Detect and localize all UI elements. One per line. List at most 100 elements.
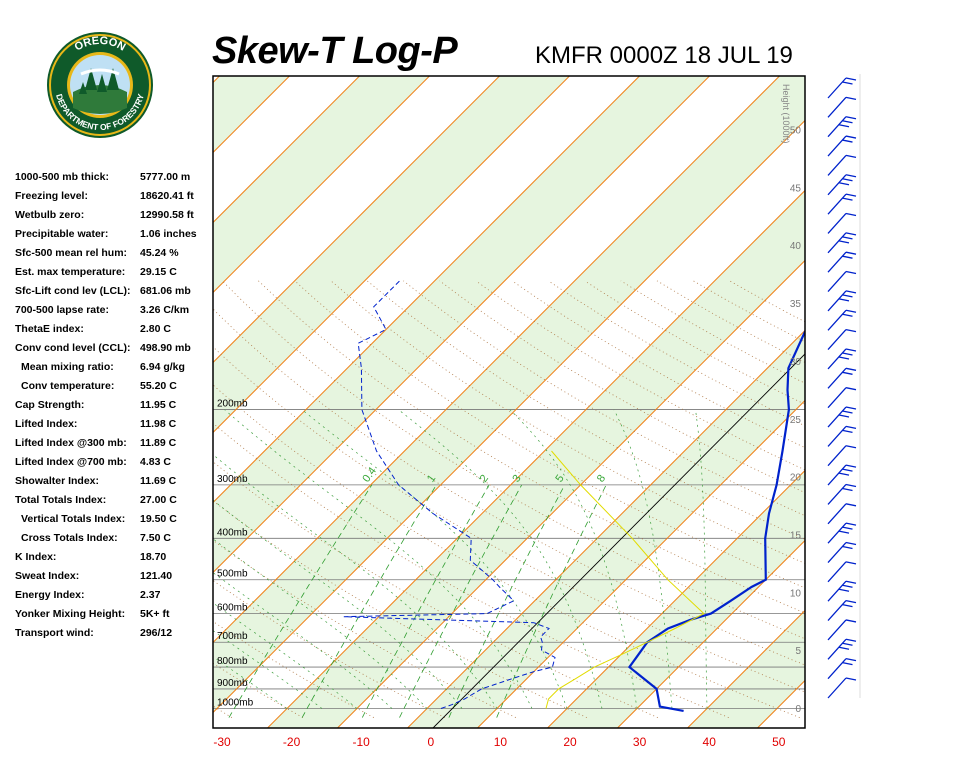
wind-barb-feather bbox=[845, 232, 857, 236]
wind-barb-feather bbox=[845, 425, 857, 430]
height-tick-label: 10 bbox=[790, 588, 802, 599]
stat-label: Showalter Index: bbox=[15, 475, 100, 487]
isotherm-line bbox=[213, 76, 570, 434]
stat-label: Vertical Totals Index: bbox=[21, 513, 126, 525]
stat-label: Sweat Index: bbox=[15, 570, 80, 582]
stat-label: ThetaE index: bbox=[15, 323, 84, 335]
wind-barb-feather bbox=[845, 445, 857, 449]
wind-barb-feather bbox=[845, 116, 857, 120]
stat-value: 2.80 C bbox=[140, 323, 171, 335]
moist-adiabat-line bbox=[213, 538, 428, 709]
isotherm-line bbox=[407, 329, 805, 728]
wind-barb bbox=[827, 77, 857, 99]
stat-row: Conv temperature: 55.20 C bbox=[15, 377, 215, 396]
wind-barb-feather bbox=[842, 584, 853, 588]
x-tick-label: 10 bbox=[494, 735, 508, 749]
wind-barb bbox=[827, 232, 857, 254]
wind-barb-feather bbox=[842, 178, 853, 182]
wind-barb-feather bbox=[845, 96, 857, 100]
stat-value: 2.37 bbox=[140, 589, 161, 601]
stat-value: 11.95 C bbox=[140, 399, 177, 411]
isotherm-line bbox=[477, 399, 805, 728]
isotherm-line bbox=[828, 76, 960, 728]
stat-value: 4.83 C bbox=[140, 456, 171, 468]
x-tick-label: -30 bbox=[213, 735, 231, 749]
isotherm-line bbox=[213, 119, 805, 714]
x-tick-label: 20 bbox=[563, 735, 577, 749]
mixing-ratio-label: 8 bbox=[595, 473, 608, 485]
wind-barb-feather bbox=[838, 472, 850, 476]
wind-barb bbox=[827, 251, 857, 273]
height-tick-label: 50 bbox=[790, 126, 802, 137]
wind-barb-feather bbox=[845, 77, 857, 81]
dry-adiabat-line bbox=[213, 500, 587, 718]
wind-barb-staff bbox=[827, 445, 847, 467]
isotherm-line bbox=[0, 76, 10, 728]
wind-barb-feather bbox=[842, 313, 853, 317]
isotherm-line bbox=[213, 76, 640, 504]
isotherm-line bbox=[687, 609, 805, 728]
wind-barb-staff bbox=[827, 367, 847, 389]
wind-barb-feather bbox=[838, 588, 850, 592]
wind-barb-staff bbox=[827, 503, 847, 525]
stat-row: Sweat Index: 121.40 bbox=[15, 567, 215, 586]
chart-title: Skew-T Log-P bbox=[212, 30, 458, 72]
temperature-band bbox=[213, 76, 805, 713]
wind-barb-feather bbox=[845, 309, 857, 313]
pressure-label: 300mb bbox=[217, 474, 248, 485]
stat-label: Lifted Index @300 mb: bbox=[15, 437, 127, 449]
stat-row: Energy Index: 2.37 bbox=[15, 586, 215, 605]
stat-label: Yonker Mixing Height: bbox=[15, 608, 126, 620]
stat-value: 19.50 C bbox=[140, 513, 177, 525]
wind-barb bbox=[827, 193, 857, 215]
stat-row: Transport wind: 296/12 bbox=[15, 624, 215, 643]
stat-label: Lifted Index: bbox=[15, 418, 78, 430]
wind-barb bbox=[827, 174, 857, 196]
wind-barb-feather bbox=[845, 387, 857, 391]
pressure-label: 400mb bbox=[217, 527, 248, 538]
wind-barb-feather bbox=[842, 294, 853, 298]
stat-value: 7.50 C bbox=[140, 532, 171, 544]
wind-barb-staff bbox=[827, 309, 847, 331]
wind-barb-staff bbox=[827, 638, 847, 660]
wind-barb-feather bbox=[845, 212, 857, 217]
wind-barb-feather bbox=[845, 348, 857, 352]
plot-border bbox=[212, 75, 806, 729]
isotherm-line bbox=[547, 469, 805, 728]
wind-barb bbox=[827, 483, 857, 505]
stat-row: Cap Strength: 11.95 C bbox=[15, 396, 215, 415]
wind-barb bbox=[827, 116, 857, 138]
wind-barb bbox=[827, 503, 857, 525]
pressure-label: 700mb bbox=[217, 631, 248, 642]
x-tick-label: 0 bbox=[427, 735, 434, 749]
wind-barb-staff bbox=[827, 154, 847, 176]
wind-barb-feather bbox=[842, 642, 853, 646]
stat-value: 12990.58 ft bbox=[140, 209, 194, 221]
dry-adiabat-line bbox=[213, 384, 800, 718]
pressure-label: 900mb bbox=[217, 678, 248, 689]
isotherm-line bbox=[213, 76, 220, 84]
wind-barb bbox=[827, 599, 857, 622]
wind-barb-feather bbox=[845, 541, 857, 546]
stat-row: Sfc-500 mean rel hum: 45.24 % bbox=[15, 244, 215, 263]
stat-label: Total Totals Index: bbox=[15, 494, 107, 506]
svg-text:OREGON: OREGON bbox=[73, 35, 128, 54]
dry-adiabat-line bbox=[366, 280, 805, 540]
height-tick-label: 35 bbox=[790, 299, 802, 310]
wind-barb-feather bbox=[845, 154, 857, 159]
wind-barb bbox=[827, 328, 857, 351]
stat-label: Cap Strength: bbox=[15, 399, 85, 411]
stat-value: 5K+ ft bbox=[140, 608, 170, 620]
mixing-ratio-label: 1 bbox=[425, 473, 438, 485]
pressure-label: 200mb bbox=[217, 399, 248, 410]
mixing-ratio-line bbox=[361, 484, 490, 718]
oregon-department-of-forestry-logo: OREGON DEPARTMENT OF FORESTRY bbox=[47, 32, 153, 138]
wind-barb-feather bbox=[842, 468, 853, 472]
isotherm-line bbox=[213, 76, 430, 294]
wind-barb-staff bbox=[827, 619, 847, 641]
isotherm-line bbox=[0, 76, 150, 728]
stat-label: Lifted Index @700 mb: bbox=[15, 456, 127, 468]
stat-row: K Index: 18.70 bbox=[15, 548, 215, 567]
stat-value: 498.90 mb bbox=[140, 342, 191, 354]
mixing-ratio-line bbox=[399, 484, 523, 718]
